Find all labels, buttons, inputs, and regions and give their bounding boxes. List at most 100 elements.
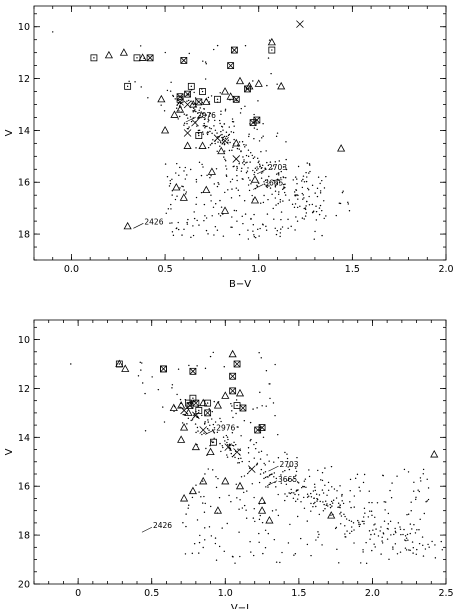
star-point bbox=[304, 208, 307, 211]
star-point bbox=[275, 233, 278, 236]
star-point bbox=[271, 168, 273, 170]
star-point bbox=[285, 168, 288, 171]
star-point bbox=[176, 195, 178, 197]
star-point bbox=[296, 498, 299, 500]
star-point bbox=[209, 112, 212, 115]
star-point bbox=[380, 553, 382, 555]
star-point bbox=[404, 539, 406, 541]
star-point bbox=[270, 473, 273, 476]
star-point bbox=[310, 502, 312, 505]
star-point bbox=[162, 406, 164, 408]
star-point bbox=[210, 200, 212, 202]
star-point bbox=[231, 405, 233, 407]
star-point bbox=[282, 471, 284, 473]
square-marker bbox=[90, 54, 98, 62]
star-point bbox=[187, 218, 189, 221]
star-point bbox=[387, 512, 390, 515]
star-point bbox=[193, 107, 195, 110]
triangle-marker bbox=[235, 481, 245, 490]
star-point bbox=[169, 222, 171, 224]
star-point bbox=[259, 458, 262, 460]
star-point bbox=[205, 217, 208, 219]
star-point bbox=[382, 474, 384, 477]
star-point bbox=[345, 536, 347, 538]
star-point bbox=[144, 430, 147, 432]
star-point bbox=[264, 179, 267, 182]
star-point bbox=[204, 502, 206, 505]
star-point bbox=[306, 176, 308, 178]
square-marker-dot bbox=[212, 441, 215, 443]
star-point bbox=[291, 203, 294, 206]
star-point bbox=[204, 367, 207, 370]
star-point bbox=[306, 200, 308, 203]
star-point bbox=[193, 91, 195, 94]
star-point bbox=[422, 468, 425, 471]
star-point bbox=[256, 128, 258, 131]
star-point bbox=[214, 129, 217, 132]
crossed-square-cross bbox=[146, 54, 154, 62]
star-point bbox=[362, 549, 364, 551]
star-point bbox=[258, 160, 260, 162]
star-point bbox=[409, 523, 412, 525]
star-point bbox=[273, 538, 276, 541]
star-point bbox=[188, 52, 190, 55]
star-point bbox=[441, 549, 444, 551]
star-point bbox=[248, 135, 250, 138]
star-point bbox=[337, 502, 340, 504]
star-point bbox=[350, 506, 352, 509]
star-point bbox=[262, 123, 264, 125]
star-point bbox=[272, 402, 275, 404]
star-point bbox=[262, 135, 264, 137]
star-point bbox=[427, 487, 430, 489]
star-point bbox=[208, 526, 211, 528]
star-point bbox=[238, 233, 241, 236]
star-point bbox=[137, 375, 140, 377]
star-point bbox=[209, 130, 211, 133]
star-point bbox=[169, 182, 172, 185]
star-point bbox=[375, 528, 377, 530]
star-point bbox=[324, 484, 326, 486]
star-point bbox=[195, 178, 198, 181]
star-point bbox=[212, 431, 215, 433]
star-point bbox=[203, 220, 205, 222]
star-point bbox=[393, 533, 395, 536]
crossed-square-cross bbox=[249, 119, 257, 126]
star-point bbox=[367, 516, 370, 518]
star-point bbox=[179, 115, 181, 118]
star-point bbox=[258, 481, 261, 484]
star-point bbox=[262, 552, 264, 555]
star-point bbox=[260, 357, 262, 359]
star-point bbox=[275, 477, 278, 480]
star-point bbox=[394, 543, 397, 545]
star-point bbox=[383, 520, 386, 522]
star-point bbox=[416, 529, 418, 531]
star-point bbox=[181, 422, 184, 424]
star-point bbox=[178, 174, 180, 177]
star-point bbox=[198, 552, 200, 554]
square-marker-dot bbox=[118, 363, 121, 365]
crossed-square-cross bbox=[180, 57, 188, 64]
star-point bbox=[279, 199, 282, 201]
star-point bbox=[232, 131, 235, 134]
star-point bbox=[280, 228, 282, 230]
star-point bbox=[172, 234, 175, 237]
star-point bbox=[242, 156, 244, 158]
star-point bbox=[240, 435, 242, 437]
star-point bbox=[324, 467, 326, 469]
cross-marker bbox=[183, 100, 192, 109]
star-point bbox=[317, 176, 320, 178]
star-point bbox=[186, 223, 189, 225]
star-point bbox=[338, 562, 340, 564]
cross-marker bbox=[296, 20, 304, 28]
star-point bbox=[209, 144, 212, 146]
star-point bbox=[187, 99, 190, 102]
star-point bbox=[193, 414, 195, 416]
star-point bbox=[300, 501, 302, 503]
x-tick-label: 0.0 bbox=[64, 264, 79, 275]
star-point bbox=[257, 161, 259, 164]
star-point bbox=[261, 405, 263, 407]
star-point bbox=[348, 519, 350, 522]
star-point bbox=[201, 131, 204, 133]
star-point bbox=[199, 534, 201, 537]
star-point bbox=[306, 496, 309, 498]
